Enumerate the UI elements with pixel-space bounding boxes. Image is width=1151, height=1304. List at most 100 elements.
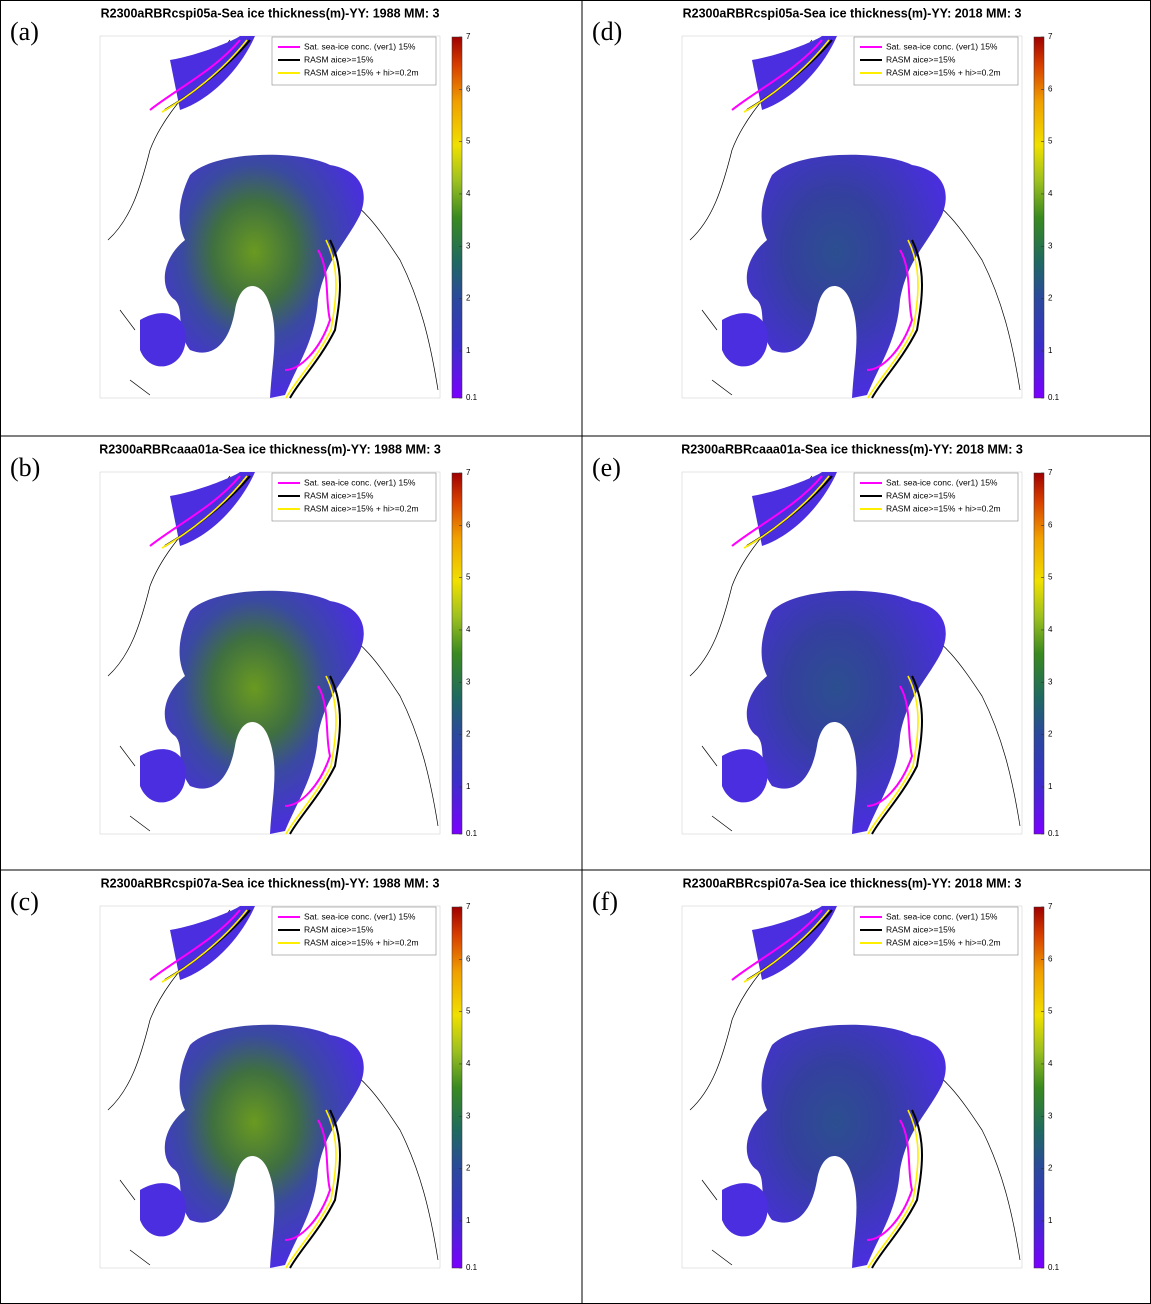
sea-ice <box>722 36 837 367</box>
colorbar-tick-label: 7 <box>1048 902 1053 911</box>
panel-label: (f) <box>592 887 618 916</box>
colorbar <box>451 472 463 835</box>
legend-label: RASM aice>=15% + hi>=0.2m <box>304 937 419 947</box>
sea-ice <box>140 36 255 367</box>
colorbar-tick-label: 3 <box>1048 241 1053 250</box>
colorbar-tick-label: 7 <box>466 468 471 477</box>
panel-label: (c) <box>10 887 39 916</box>
colorbar <box>1033 906 1045 1269</box>
colorbar-tick-label: 1 <box>466 346 471 355</box>
legend-label: Sat. sea-ice conc. (ver1) 15% <box>886 911 998 921</box>
sea-ice <box>746 590 946 834</box>
panel-label: (d) <box>592 17 622 46</box>
colorbar-tick-label: 5 <box>1048 573 1053 582</box>
colorbar-tick-label: 4 <box>1048 625 1053 634</box>
ice-edge-sat <box>149 909 332 1241</box>
ice-edge-rasm-hi <box>161 39 337 399</box>
legend-label: Sat. sea-ice conc. (ver1) 15% <box>886 477 998 487</box>
colorbar-tick-label: 3 <box>1048 677 1053 686</box>
colorbar-tick-label: 6 <box>1048 520 1053 529</box>
legend-label: Sat. sea-ice conc. (ver1) 15% <box>886 41 998 51</box>
legend-label: RASM aice>=15% <box>304 490 374 500</box>
panel: (a) R2300aRBRcspi05a-Sea ice thickness(m)… <box>10 6 478 402</box>
colorbar-tick-label: 7 <box>466 902 471 911</box>
colorbar-tick-label: 5 <box>466 137 471 146</box>
colorbar-tick-label: 1 <box>466 782 471 791</box>
ice-edge-rasm-hi <box>161 909 337 1269</box>
colorbar-tick-label: 1 <box>1048 346 1053 355</box>
panel-label: (b) <box>10 453 40 482</box>
legend-label: Sat. sea-ice conc. (ver1) 15% <box>304 911 416 921</box>
legend-label: RASM aice>=15% + hi>=0.2m <box>304 67 419 77</box>
coastline <box>689 39 1021 396</box>
sea-ice <box>722 472 837 803</box>
legend-label: RASM aice>=15% <box>886 54 956 64</box>
panel-label: (e) <box>592 453 621 482</box>
colorbar-tick-label: 2 <box>466 294 471 303</box>
sea-ice <box>164 1024 364 1268</box>
panel-label: (a) <box>10 17 39 46</box>
ice-edge-rasm-hi <box>743 909 919 1269</box>
colorbar-tick-label: 3 <box>466 241 471 250</box>
legend-label: RASM aice>=15% <box>886 924 956 934</box>
colorbar-tick-label: 6 <box>466 520 471 529</box>
sea-ice <box>140 906 255 1237</box>
sea-ice <box>746 1024 946 1268</box>
ice-edge-rasm-hi <box>161 475 337 835</box>
colorbar-tick-label: 0.1 <box>1048 393 1060 402</box>
panel: (d) R2300aRBRcspi05a-Sea ice thickness(m)… <box>592 6 1060 402</box>
colorbar-tick-label: 4 <box>466 189 471 198</box>
colorbar-tick-label: 5 <box>1048 137 1053 146</box>
colorbar-tick-label: 5 <box>1048 1007 1053 1016</box>
coastline <box>689 909 1021 1266</box>
ice-edge-sat <box>149 475 332 807</box>
legend-label: RASM aice>=15% + hi>=0.2m <box>886 937 1001 947</box>
ice-edge-sat <box>149 39 332 371</box>
colorbar-tick-label: 3 <box>466 1111 471 1120</box>
colorbar <box>1033 36 1045 399</box>
colorbar-tick-label: 0.1 <box>466 829 478 838</box>
panel-title: R2300aRBRcspi07a-Sea ice thickness(m)-YY… <box>101 876 440 890</box>
colorbar-tick-label: 4 <box>1048 1059 1053 1068</box>
colorbar-tick-label: 0.1 <box>466 393 478 402</box>
colorbar-tick-label: 5 <box>466 573 471 582</box>
legend-label: Sat. sea-ice conc. (ver1) 15% <box>304 477 416 487</box>
colorbar-tick-label: 1 <box>1048 782 1053 791</box>
sea-ice <box>140 472 255 803</box>
legend-label: RASM aice>=15% + hi>=0.2m <box>886 503 1001 513</box>
coastline <box>107 39 439 396</box>
colorbar-tick-label: 1 <box>466 1216 471 1225</box>
colorbar-tick-label: 6 <box>1048 954 1053 963</box>
sea-ice <box>722 906 837 1237</box>
colorbar-tick-label: 6 <box>466 84 471 93</box>
coastline <box>107 475 439 832</box>
colorbar-tick-label: 7 <box>1048 32 1053 41</box>
colorbar-tick-label: 2 <box>1048 730 1053 739</box>
colorbar-tick-label: 0.1 <box>1048 829 1060 838</box>
colorbar-tick-label: 6 <box>1048 84 1053 93</box>
panel: (f) R2300aRBRcspi07a-Sea ice thickness(m)… <box>592 876 1060 1272</box>
colorbar-tick-label: 7 <box>466 32 471 41</box>
panel-title: R2300aRBRcaaa01a-Sea ice thickness(m)-YY… <box>681 442 1023 456</box>
colorbar-tick-label: 2 <box>466 1164 471 1173</box>
ice-edge-rasm-hi <box>743 475 919 835</box>
ice-edge-sat <box>731 475 914 807</box>
legend-label: RASM aice>=15% + hi>=0.2m <box>304 503 419 513</box>
ice-edge-sat <box>731 39 914 371</box>
colorbar-tick-label: 2 <box>466 730 471 739</box>
legend-label: RASM aice>=15% + hi>=0.2m <box>886 67 1001 77</box>
colorbar <box>1033 472 1045 835</box>
colorbar-tick-label: 4 <box>1048 189 1053 198</box>
panel: (e) R2300aRBRcaaa01a-Sea ice thickness(m)… <box>592 442 1060 838</box>
ice-edge-sat <box>731 909 914 1241</box>
coastline <box>689 475 1021 832</box>
sea-ice <box>164 590 364 834</box>
panel-title: R2300aRBRcaaa01a-Sea ice thickness(m)-YY… <box>99 442 441 456</box>
colorbar-tick-label: 0.1 <box>466 1263 478 1272</box>
panel-title: R2300aRBRcspi05a-Sea ice thickness(m)-YY… <box>101 6 440 20</box>
colorbar-tick-label: 3 <box>466 677 471 686</box>
panel: (c) R2300aRBRcspi07a-Sea ice thickness(m)… <box>10 876 478 1272</box>
panel: (b) R2300aRBRcaaa01a-Sea ice thickness(m)… <box>10 442 478 838</box>
sea-ice <box>746 154 946 398</box>
